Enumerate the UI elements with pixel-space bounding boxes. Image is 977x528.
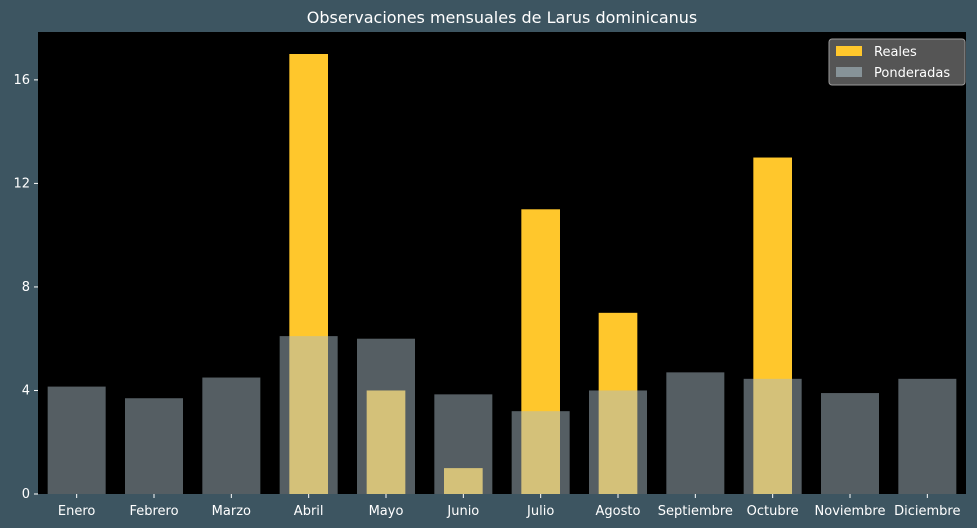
legend-swatch-reales (836, 46, 862, 56)
bar-ponderadas-febrero (125, 398, 183, 494)
x-tick-label: Febrero (129, 504, 178, 519)
bar-ponderadas-octubre (743, 378, 802, 494)
x-tick-label: Julio (526, 504, 554, 519)
x-tick-label: Mayo (369, 504, 404, 519)
legend-label-ponderadas: Ponderadas (874, 66, 950, 81)
legend-box (828, 38, 966, 86)
x-tick-label: Diciembre (894, 504, 960, 519)
bar-ponderadas-enero (47, 386, 106, 494)
bar-ponderadas-diciembre (898, 378, 957, 494)
x-tick-label: Septiembre (658, 504, 733, 519)
x-tick-label: Octubre (747, 504, 799, 519)
bars-layer (47, 54, 957, 494)
x-tick-label: Agosto (596, 504, 641, 519)
bar-ponderadas-septiembre (666, 372, 725, 494)
legend-swatch-ponderadas (836, 67, 862, 77)
axes-layer: 0 4 8 12 16 Enero Febrero Marzo Abril Mayo Junio Ju… (13, 73, 960, 519)
bar-ponderadas-agosto (589, 390, 647, 494)
x-tick-label: Enero (58, 504, 96, 519)
x-tick-label: Noviembre (815, 504, 886, 519)
y-tick-label: 12 (13, 176, 30, 191)
y-tick-label: 16 (13, 73, 30, 88)
legend-label-reales: Reales (874, 45, 917, 60)
bar-ponderadas-abril (279, 336, 338, 494)
bar-ponderadas-julio (511, 411, 570, 494)
y-tick-label: 0 (22, 487, 30, 502)
plot-area (38, 32, 966, 494)
bar-ponderadas-noviembre (821, 393, 879, 494)
y-tick-label: 4 (22, 383, 30, 398)
x-tick-label: Junio (446, 504, 479, 519)
x-tick-label: Abril (294, 504, 324, 519)
bar-ponderadas-junio (434, 394, 493, 494)
bar-ponderadas-mayo (357, 338, 415, 494)
chart-title: Observaciones mensuales de Larus dominic… (307, 8, 698, 27)
bar-ponderadas-marzo (202, 377, 261, 494)
y-tick-label: 8 (22, 280, 30, 295)
legend: Reales Ponderadas (828, 38, 966, 86)
x-tick-label: Marzo (212, 504, 251, 519)
